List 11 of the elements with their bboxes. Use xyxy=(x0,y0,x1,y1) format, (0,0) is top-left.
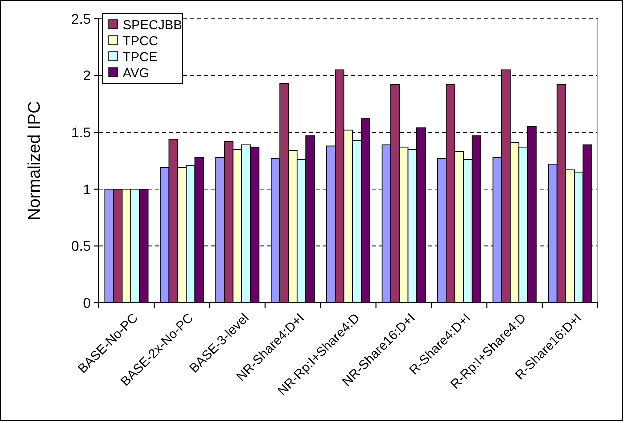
y-tick-label: 0.5 xyxy=(72,238,92,254)
legend-label: SPECJBB xyxy=(123,18,182,33)
y-tick-label: 1 xyxy=(83,181,92,198)
legend-label: TPCE xyxy=(123,50,158,65)
y-tick-label: 0 xyxy=(83,294,92,311)
legend-label: TPCC xyxy=(123,34,158,49)
y-axis-title: Normalized IPC xyxy=(25,101,44,221)
y-tick-label: 2.5 xyxy=(72,10,92,27)
y-tick-label: 2 xyxy=(83,68,92,84)
y-tick-label: 1.5 xyxy=(72,124,92,140)
legend-label: AVG xyxy=(123,66,150,81)
